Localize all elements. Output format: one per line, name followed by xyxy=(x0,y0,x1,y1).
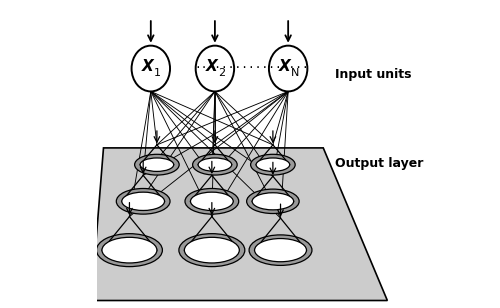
Ellipse shape xyxy=(252,193,294,210)
Ellipse shape xyxy=(134,154,179,175)
Ellipse shape xyxy=(250,154,295,175)
Text: N: N xyxy=(290,68,299,78)
Ellipse shape xyxy=(192,154,237,175)
Text: X: X xyxy=(206,59,218,74)
Ellipse shape xyxy=(190,192,233,210)
Ellipse shape xyxy=(198,158,232,171)
Text: X: X xyxy=(142,59,154,74)
Ellipse shape xyxy=(256,158,290,171)
Ellipse shape xyxy=(132,46,170,91)
Polygon shape xyxy=(92,148,388,301)
Ellipse shape xyxy=(269,46,308,91)
Ellipse shape xyxy=(96,234,162,267)
Ellipse shape xyxy=(246,189,299,213)
Text: Input units: Input units xyxy=(336,68,412,81)
Ellipse shape xyxy=(196,46,234,91)
Ellipse shape xyxy=(185,188,238,214)
Text: X: X xyxy=(279,59,291,74)
Text: 1: 1 xyxy=(154,68,161,78)
Ellipse shape xyxy=(179,234,245,267)
Text: Output layer: Output layer xyxy=(336,157,424,170)
Ellipse shape xyxy=(102,237,157,263)
Ellipse shape xyxy=(140,158,173,171)
Ellipse shape xyxy=(122,192,164,210)
Text: .................: ................. xyxy=(194,60,309,71)
Text: 2: 2 xyxy=(218,68,225,78)
Ellipse shape xyxy=(184,237,240,263)
Ellipse shape xyxy=(254,239,306,262)
Ellipse shape xyxy=(116,188,170,214)
Ellipse shape xyxy=(249,235,312,265)
